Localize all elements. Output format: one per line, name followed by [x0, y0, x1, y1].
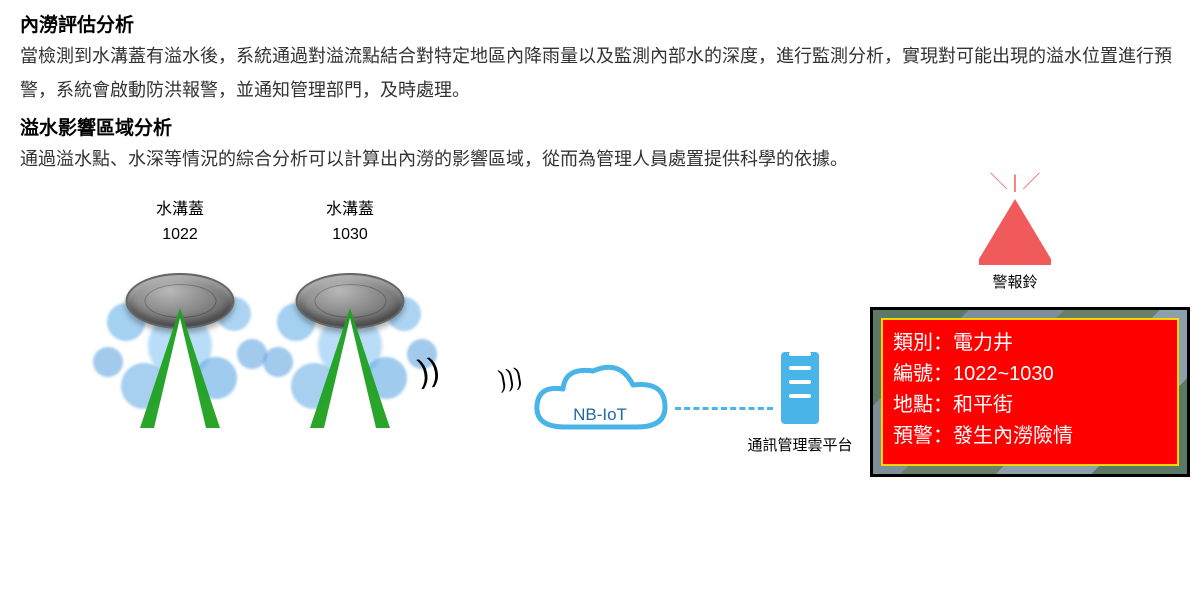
manhole-1022-title: 水溝蓋 — [90, 197, 270, 223]
wifi-waves-icon: ⟯⟯⟯ — [496, 363, 524, 395]
manhole-1030: 水溝蓋 1030 — [260, 197, 440, 418]
alert-key-warning: 預警： — [893, 421, 953, 452]
alarm-rays-icon: ＼ | ／ — [955, 177, 1075, 195]
alert-val-category: 電力井 — [953, 328, 1013, 359]
alarm-bell-icon — [979, 199, 1051, 259]
alert-key-location: 地點： — [893, 390, 953, 421]
alert-val-location: 和平街 — [953, 390, 1013, 421]
alert-info-inner: 類別： 電力井 編號： 1022~1030 地點： 和平街 預警： 發生內澇險情 — [881, 318, 1179, 466]
alert-row-id: 編號： 1022~1030 — [893, 359, 1167, 390]
sensor-beam-inner-icon — [324, 318, 376, 428]
nbiot-cloud-label: NB-IoT — [525, 405, 675, 425]
sensor-beam-inner-icon — [154, 318, 206, 428]
alert-row-category: 類別： 電力井 — [893, 328, 1167, 359]
manhole-1022: 水溝蓋 1022 — [90, 197, 270, 418]
alarm-bell-caption: 警報鈴 — [955, 271, 1075, 292]
server-icon — [781, 352, 819, 424]
manhole-1022-id: 1022 — [90, 222, 270, 248]
alert-val-warning: 發生內澇險情 — [953, 421, 1073, 452]
cloud-platform-caption: 通訊管理雲平台 — [740, 434, 860, 455]
alert-key-id: 編號： — [893, 359, 953, 390]
diagram-container: 水溝蓋 1022 水溝蓋 1030 )) ⟯⟯⟯ NB-IoT 通訊管 — [20, 197, 1180, 527]
alert-val-id: 1022~1030 — [953, 359, 1054, 390]
manhole-1030-title: 水溝蓋 — [260, 197, 440, 223]
manhole-1030-visual — [260, 258, 440, 418]
alert-info-panel: 類別： 電力井 編號： 1022~1030 地點： 和平街 預警： 發生內澇險情 — [870, 307, 1190, 477]
cloud-platform-server: 通訊管理雲平台 — [740, 352, 860, 455]
paragraph-waterlogging-analysis: 當檢測到水溝蓋有溢水後，系統通過對溢流點結合對特定地區內降雨量以及監測內部水的深… — [20, 39, 1180, 107]
alert-row-warning: 預警： 發生內澇險情 — [893, 421, 1167, 452]
alert-key-category: 類別： — [893, 328, 953, 359]
manhole-1022-visual — [90, 258, 270, 418]
nbiot-cloud: NB-IoT — [525, 357, 675, 447]
manhole-1030-id: 1030 — [260, 222, 440, 248]
cloud-icon — [525, 357, 675, 447]
heading-waterlogging-analysis: 內澇評估分析 — [20, 10, 1180, 37]
heading-overflow-area-analysis: 溢水影響區域分析 — [20, 113, 1180, 140]
alert-row-location: 地點： 和平街 — [893, 390, 1167, 421]
alarm-bell: ＼ | ／ 警報鈴 — [955, 177, 1075, 292]
